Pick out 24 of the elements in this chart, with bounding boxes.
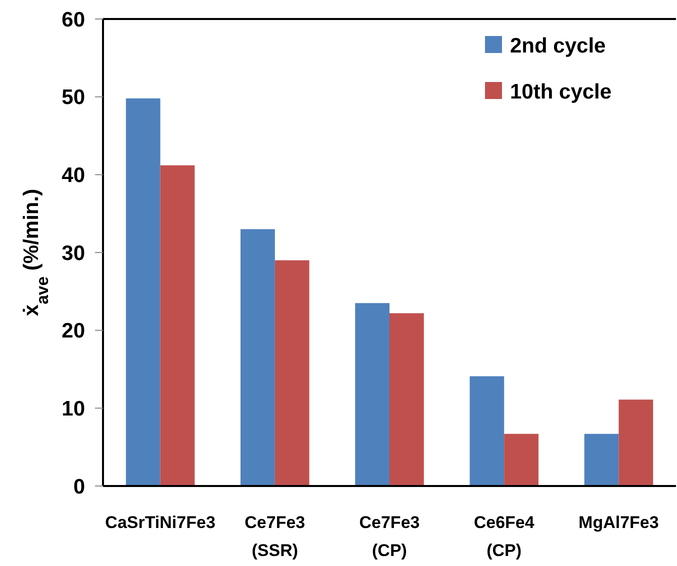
y-tick-label: 10: [62, 398, 85, 421]
y-tick-label: 20: [62, 320, 85, 343]
bar: [240, 229, 275, 486]
bar: [355, 303, 390, 486]
y-tick-label: 0: [73, 475, 85, 498]
legend-label: 2nd cycle: [510, 34, 606, 58]
bar: [126, 98, 160, 486]
bar: [504, 434, 538, 486]
x-tick-label: Ce6Fe4 (CP): [474, 513, 535, 560]
bar: [618, 400, 654, 486]
bar: [160, 165, 195, 486]
bar: [470, 376, 504, 486]
legend-label: 10th cycle: [510, 80, 612, 104]
x-tick-label: Ce7Fe3 (CP): [359, 513, 420, 560]
x-tick-label: Ce7Fe3 (SSR): [244, 513, 306, 560]
bar: [274, 260, 310, 486]
x-tick-label: CaSrTiNi7Fe3: [105, 513, 216, 532]
y-tick-label: 30: [62, 242, 85, 265]
y-tick-label: 60: [62, 8, 85, 32]
bar: [390, 313, 424, 486]
y-tick-label: 50: [62, 86, 85, 110]
bar: [584, 434, 619, 486]
x-tick-label: MgAl7Fe3: [578, 513, 659, 532]
y-tick-label: 40: [62, 164, 85, 188]
